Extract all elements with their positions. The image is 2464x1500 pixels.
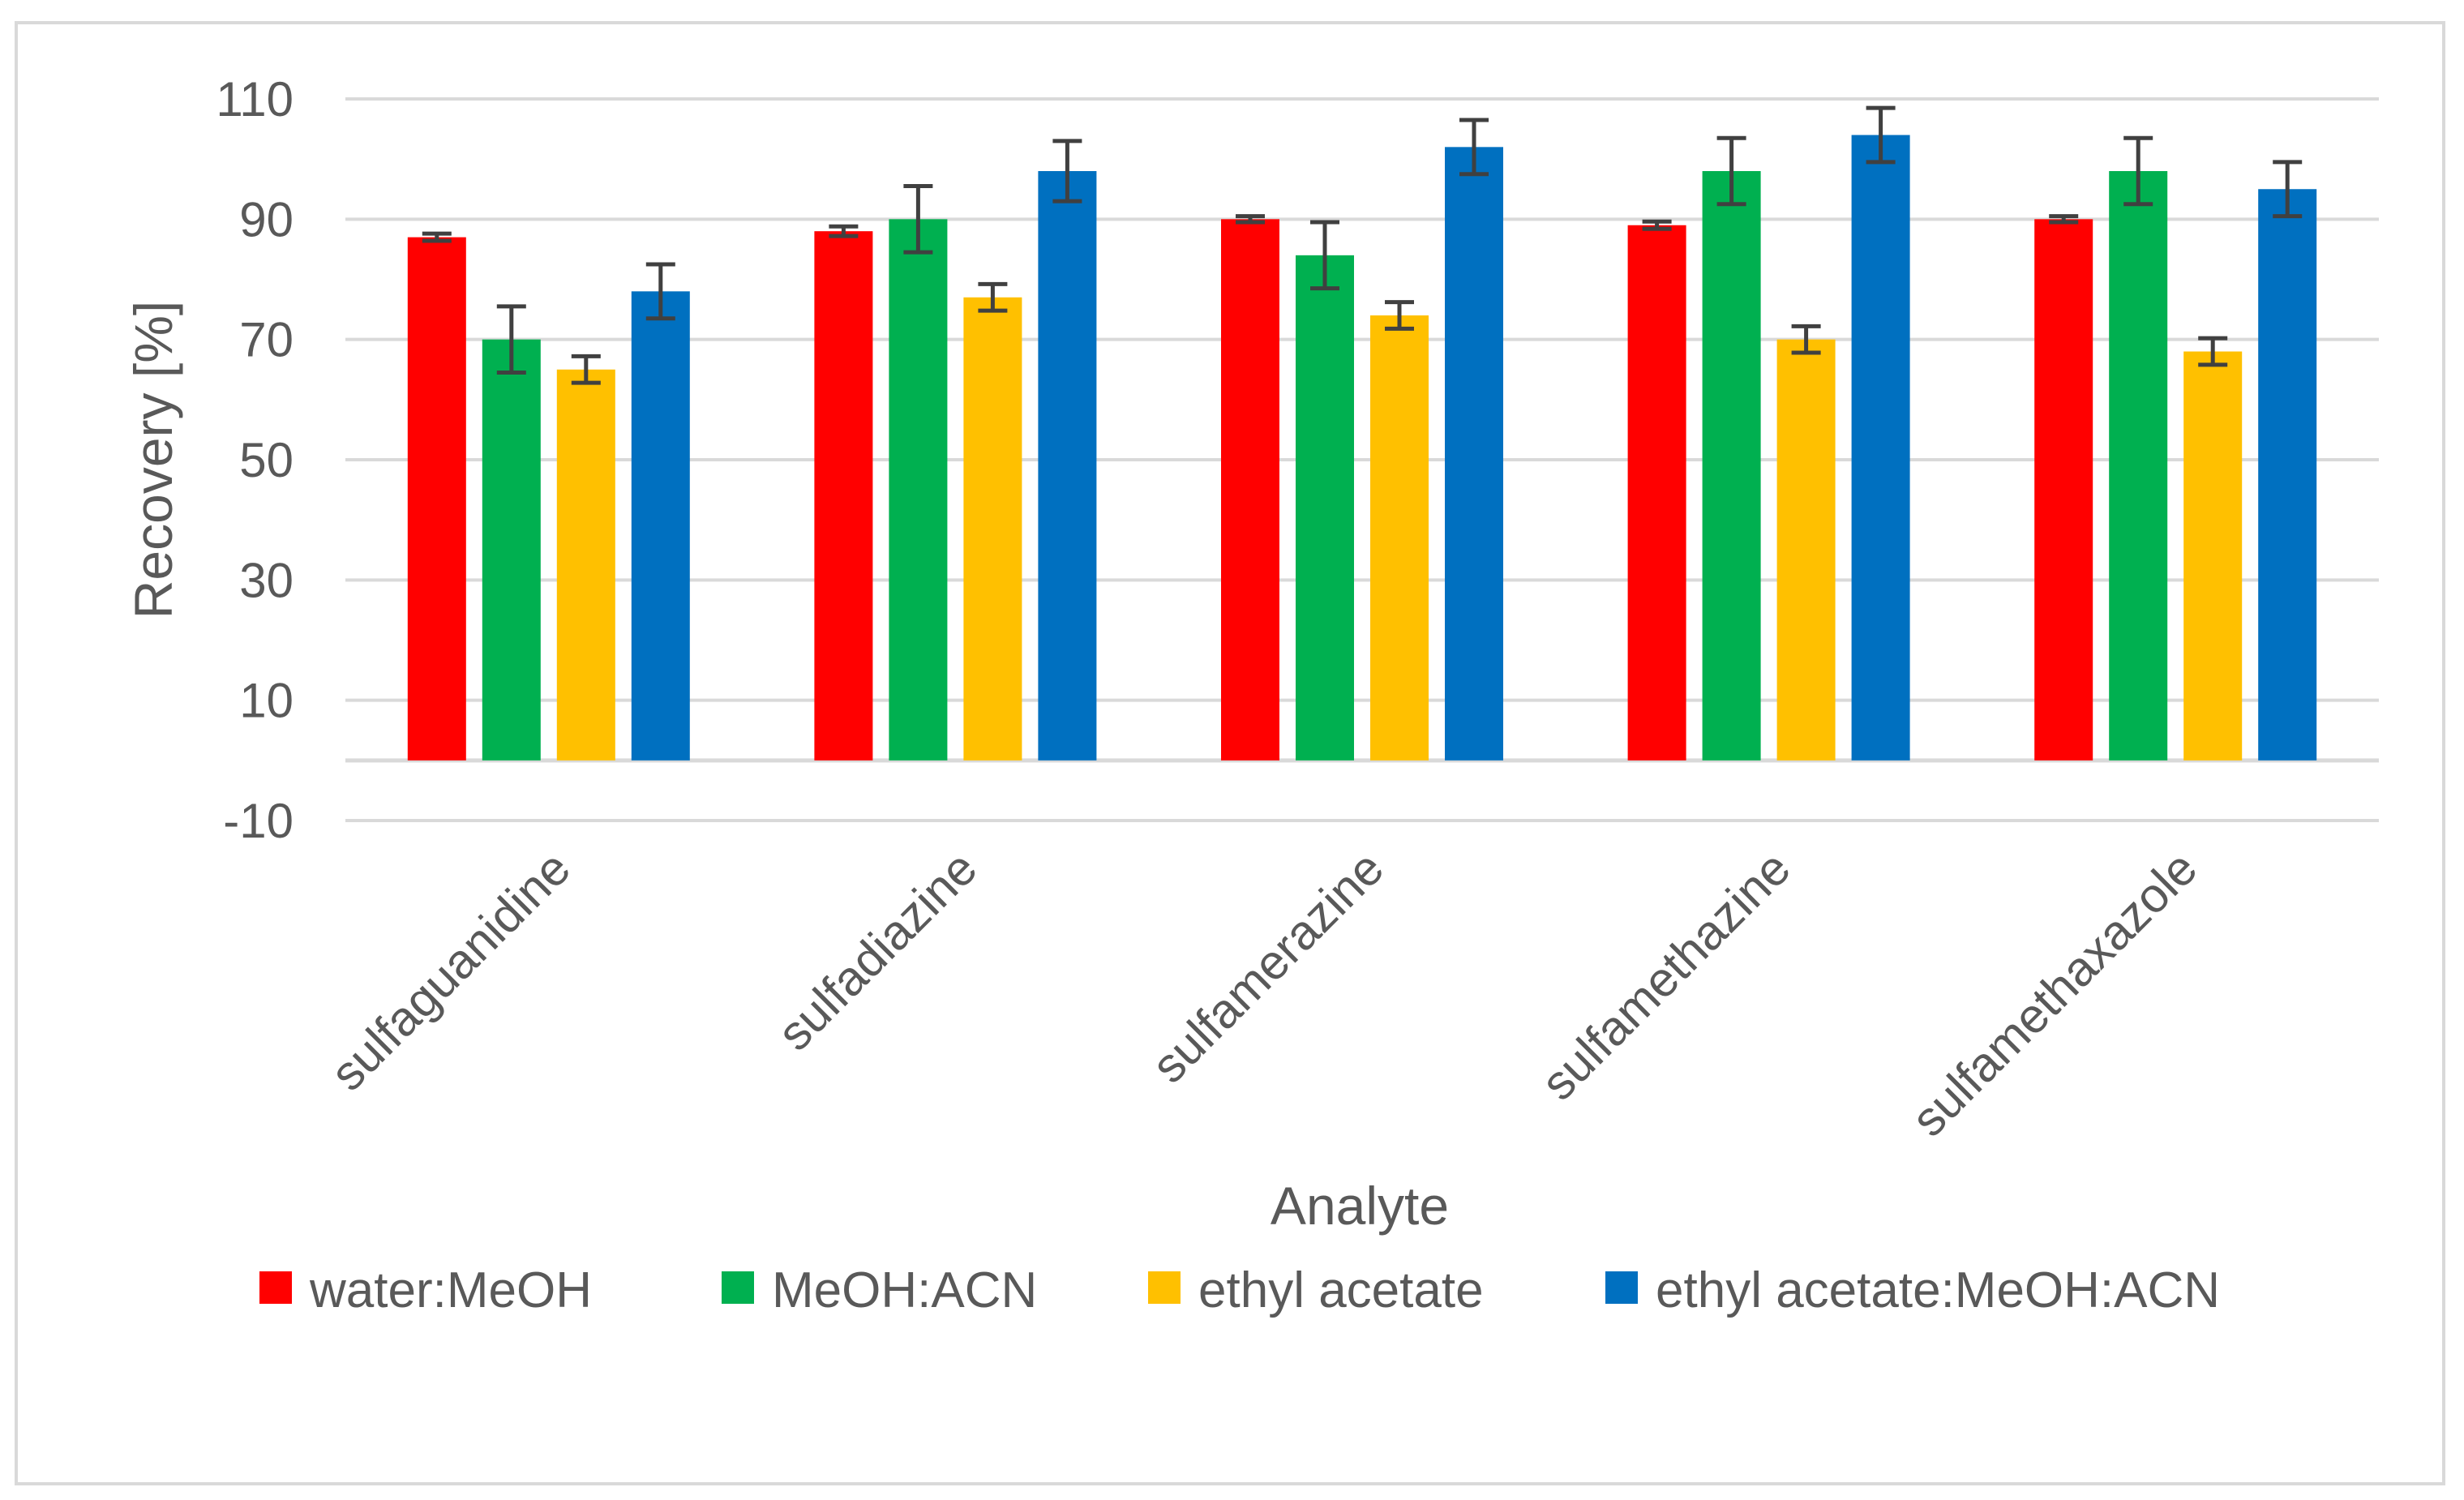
legend-swatch [1605,1271,1638,1304]
error-bar [978,281,1008,313]
y-tick-label: 90 [239,192,294,246]
error-bar [496,304,526,375]
y-tick-label: 10 [239,674,294,728]
legend-item: water:MeOH [259,1262,592,1318]
error-bar [1791,324,1821,355]
error-bar [645,262,675,321]
bars [407,135,2317,761]
error-bar [2049,214,2079,225]
y-tick-label: 50 [239,433,294,487]
y-axis-title: Recovery [%] [123,301,183,619]
bar-ethyl-acetate-sulfamerazine [1370,315,1429,761]
x-axis-category-labels: sulfaguanidine sulfadiazine sulfamerazine s… [320,841,2207,1147]
legend-label: ethyl acetate:MeOH:ACN [1656,1262,2220,1318]
error-bar [2123,135,2153,207]
bar-ethyl-acetate-sulfamethazine [1776,339,1836,761]
bar-water-meoh-sulfadiazine [814,231,873,761]
bar-water-meoh-sulfaguanidine [407,237,466,761]
error-bar [1236,214,1265,225]
bar-meoh-acn-sulfamethazine [1702,171,1761,761]
recovery-bar-chart: -10 10 30 50 70 90 110 sulfaguanidine sulfadiaz… [123,72,2379,1318]
error-bar [829,224,859,238]
bar-ethyl-acetate-sulfaguanidine [556,369,615,761]
bar-meoh-acn-sulfaguanidine [482,339,541,761]
error-bar [1866,105,1896,165]
error-bar [1052,139,1082,204]
bar-ethyl-acetate-meoh-acn-sulfamethazine [1851,135,1910,761]
legend-item: MeOH:ACN [722,1262,1037,1318]
bar-meoh-acn-sulfamethaxazole [2109,171,2168,761]
y-tick-label: 30 [239,553,294,607]
bar-water-meoh-sulfamerazine [1221,219,1279,761]
x-tick-label: sulfaguanidine [320,841,581,1101]
legend-label: MeOH:ACN [772,1262,1037,1318]
bar-meoh-acn-sulfamerazine [1296,255,1354,761]
y-tick-label: 70 [239,313,294,367]
bar-ethyl-acetate-meoh-acn-sulfadiazine [1038,171,1097,761]
y-tick-label: -10 [223,794,294,848]
error-bar [422,231,452,243]
error-bar [571,354,601,385]
error-bar [1310,220,1339,291]
legend-swatch [722,1271,754,1304]
legend-label: water:MeOH [309,1262,592,1318]
x-tick-label: sulfamethaxazole [1901,841,2208,1147]
x-tick-label: sulfamethazine [1531,841,1801,1111]
y-axis-tick-labels: -10 10 30 50 70 90 110 [216,72,294,848]
bar-water-meoh-sulfamethazine [1627,225,1686,761]
error-bar [1459,118,1489,177]
error-bar [1385,300,1414,331]
legend: water:MeOH MeOH:ACN ethyl acetate ethyl ace… [259,1262,2220,1318]
bar-ethyl-acetate-meoh-acn-sulfamerazine [1445,147,1503,761]
x-tick-label: sulfamerazine [1142,841,1394,1093]
error-bars [422,105,2303,385]
x-axis-title: Analyte [1271,1176,1449,1236]
legend-swatch [259,1271,292,1304]
chart-frame: -10 10 30 50 70 90 110 sulfaguanidine sulfadiaz… [15,21,2445,1485]
x-tick-label: sulfadiazine [767,841,987,1061]
bar-ethyl-acetate-sulfadiazine [963,297,1022,761]
bar-ethyl-acetate-meoh-acn-sulfaguanidine [631,291,690,761]
legend-swatch [1148,1271,1181,1304]
error-bar [903,184,933,255]
bar-meoh-acn-sulfadiazine [889,219,948,761]
error-bar [2198,336,2228,367]
bar-ethyl-acetate-meoh-acn-sulfamethaxazole [2258,189,2317,761]
bar-water-meoh-sulfamethaxazole [2034,219,2093,761]
bar-ethyl-acetate-sulfamethaxazole [2183,351,2243,761]
y-tick-label: 110 [216,72,294,126]
legend-label: ethyl acetate [1198,1262,1484,1318]
legend-item: ethyl acetate [1148,1262,1484,1318]
legend-item: ethyl acetate:MeOH:ACN [1605,1262,2220,1318]
error-bar [1642,219,1672,231]
error-bar [2273,160,2303,219]
error-bar [1716,135,1746,207]
